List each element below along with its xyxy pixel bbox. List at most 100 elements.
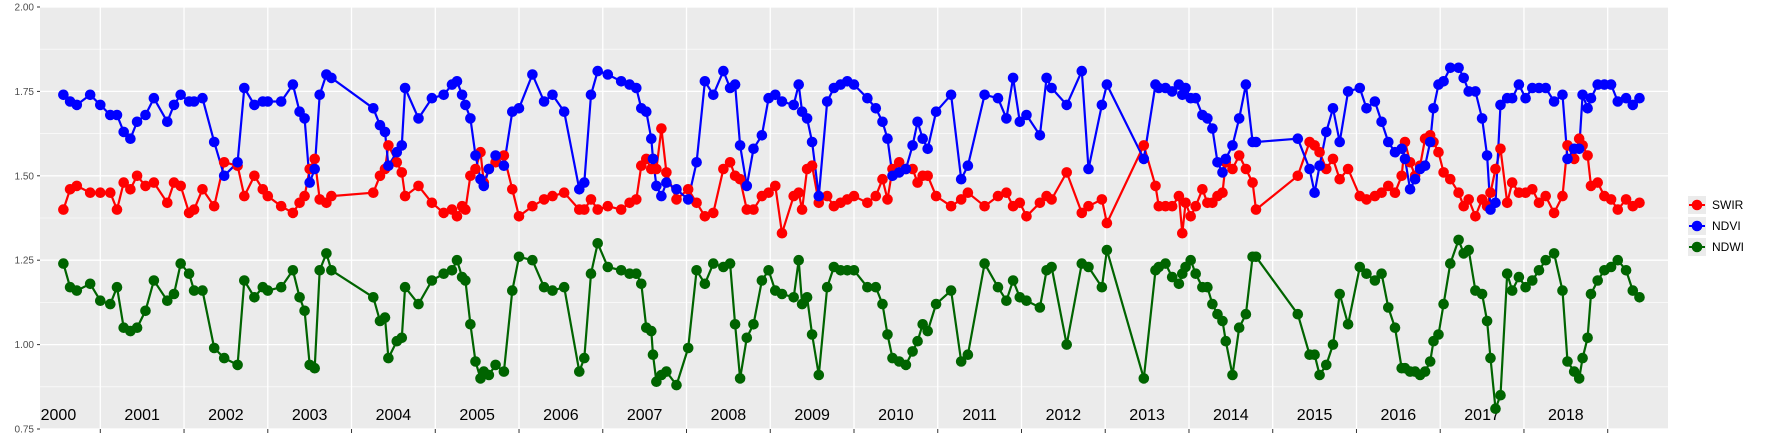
ndvi-point: [262, 96, 274, 107]
legend-key-ndwi: [1691, 241, 1703, 253]
ndvi-point: [1453, 62, 1464, 74]
swir-point: [71, 180, 83, 192]
swir-point: [893, 157, 905, 168]
ndwi-point: [1202, 281, 1213, 293]
ndvi-point: [718, 65, 729, 77]
ndvi-point: [1061, 99, 1072, 111]
ndvi-point: [465, 113, 476, 124]
year-label: 2011: [962, 407, 997, 424]
ndvi-point: [1585, 92, 1597, 104]
ndvi-point: [1627, 99, 1639, 111]
ndwi-point: [1217, 315, 1228, 327]
ndvi-point: [882, 133, 893, 144]
ndwi-point: [413, 298, 424, 310]
ndwi-point: [1501, 268, 1513, 280]
ndwi-point: [1007, 275, 1019, 286]
swir-point: [1620, 194, 1632, 205]
ndwi-point: [1548, 248, 1560, 259]
swir-point: [175, 180, 186, 192]
swir-point: [208, 200, 220, 212]
ndwi-point: [451, 254, 463, 266]
ndvi-point: [1321, 126, 1332, 138]
ndvi-point: [1166, 86, 1178, 97]
ndvi-point: [1605, 79, 1617, 90]
ndwi-point: [870, 281, 882, 293]
ndvi-point: [1404, 184, 1416, 195]
ndwi-point: [579, 352, 590, 364]
x-axis: [99, 429, 1609, 433]
swir-point: [955, 194, 967, 205]
ndvi-point: [1046, 82, 1057, 94]
ndwi-point: [848, 265, 860, 276]
swir-point: [391, 157, 403, 168]
ndwi-point: [882, 329, 893, 340]
swir-point: [734, 173, 746, 185]
swir-point: [507, 184, 518, 195]
swir-point: [992, 190, 1004, 202]
ndwi-point: [1369, 275, 1381, 286]
ndwi-point: [232, 359, 243, 371]
ndvi-line: [62, 66, 1641, 211]
swir-point: [930, 190, 942, 202]
ndwi-point: [1220, 335, 1232, 347]
ndwi-point: [148, 275, 160, 286]
ndvi-point: [1612, 96, 1624, 107]
ndvi-point: [175, 89, 186, 101]
ndvi-point: [368, 103, 379, 114]
swir-point: [438, 207, 450, 219]
ndwi-point: [309, 362, 321, 374]
ndvi-point: [1438, 76, 1449, 87]
ndwi-point: [945, 285, 957, 296]
ndvi-point: [299, 113, 310, 124]
swir-point: [1592, 177, 1603, 188]
ndvi-point: [651, 180, 662, 192]
ndvi-point: [647, 153, 659, 165]
ndwi-point: [1389, 322, 1401, 334]
year-label: 2005: [459, 407, 495, 424]
ndwi-point: [426, 275, 438, 286]
ndvi-point: [314, 89, 326, 101]
swir-point: [1433, 146, 1444, 158]
ndvi-point: [1212, 157, 1223, 168]
ndwi-point: [460, 275, 471, 286]
ndwi-point: [636, 278, 647, 290]
swir-point: [105, 187, 116, 198]
swir-point: [218, 157, 230, 168]
swir-point: [1180, 197, 1191, 209]
ndwi-point: [962, 349, 974, 361]
ndvi-point: [1369, 96, 1381, 107]
ndwi-point: [734, 373, 746, 384]
swir-point: [1076, 207, 1088, 219]
ndvi-point: [513, 103, 525, 114]
swir-point: [111, 204, 123, 215]
year-label: 2010: [878, 407, 914, 424]
ndvi-point: [309, 163, 321, 175]
ndvi-point: [1548, 96, 1560, 107]
year-label: 2014: [1213, 407, 1249, 424]
swir-point: [498, 150, 510, 161]
swir-point: [763, 187, 774, 198]
ndvi-point: [1001, 113, 1012, 124]
ndwi-point: [105, 298, 116, 310]
ndvi-point: [1562, 153, 1573, 165]
swir-point: [383, 140, 394, 151]
ndvi-point: [71, 99, 83, 111]
ndvi-point: [734, 140, 746, 151]
ndwi-point: [287, 265, 299, 276]
ndvi-point: [304, 177, 316, 188]
ndvi-point: [1513, 79, 1525, 90]
ndvi-point: [208, 136, 220, 148]
ndvi-point: [930, 106, 942, 117]
ndwi-point: [1001, 295, 1012, 307]
ndwi-point: [368, 292, 379, 303]
ndwi-point: [1513, 271, 1525, 283]
ndvi-point: [656, 190, 667, 202]
legend-key-ndvi: [1691, 220, 1703, 232]
ndvi-point: [490, 150, 501, 161]
swir-point: [945, 200, 957, 212]
ndwi-point: [1592, 275, 1603, 286]
ndwi-point: [992, 281, 1004, 293]
swir-point: [131, 170, 143, 182]
swir-point: [1383, 180, 1394, 192]
ndvi-point: [1458, 72, 1469, 84]
